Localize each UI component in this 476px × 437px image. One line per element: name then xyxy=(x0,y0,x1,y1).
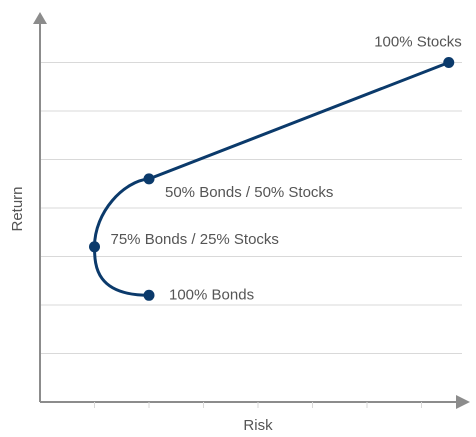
point-label-1: 100% Bonds xyxy=(169,286,254,303)
point-2 xyxy=(89,241,100,253)
point-label-2: 75% Bonds / 25% Stocks xyxy=(111,231,279,248)
point-label-3: 50% Bonds / 50% Stocks xyxy=(165,184,333,201)
point-1 xyxy=(143,289,155,301)
x-axis-title: Risk xyxy=(243,417,273,434)
point-3 xyxy=(143,173,155,185)
gridlines xyxy=(40,62,462,354)
axes xyxy=(33,12,470,409)
x-axis-arrow xyxy=(456,395,470,409)
data-points xyxy=(89,57,455,301)
y-axis-title: Return xyxy=(9,186,26,231)
point-4 xyxy=(443,57,455,68)
point-label-4: 100% Stocks xyxy=(374,34,462,51)
point-labels: 100% Bonds 75% Bonds / 25% Stocks 50% Bond… xyxy=(111,34,462,304)
y-axis-arrow xyxy=(33,12,47,24)
